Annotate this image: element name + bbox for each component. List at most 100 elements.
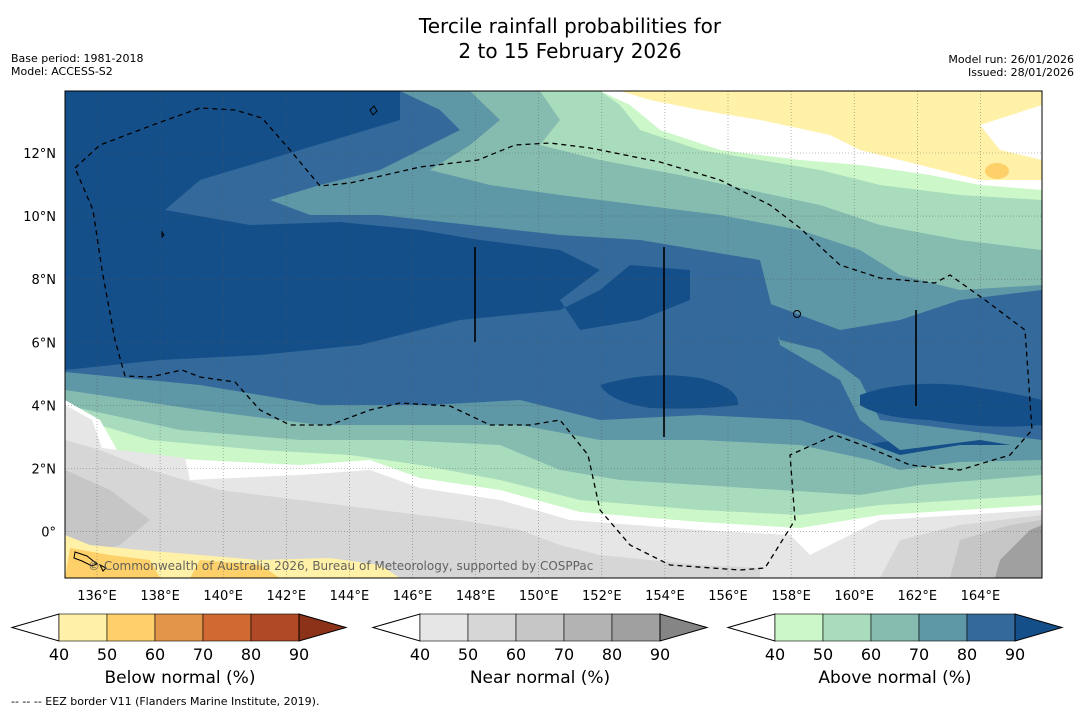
colorbar-tick: 90: [1005, 645, 1025, 664]
colorbars: 40 50 60 70 80 90 40 50 60 70 80 90 40 50 60 70 80 90: [10, 613, 1064, 664]
island-outline: [793, 310, 801, 318]
colorbar-segment: [966, 613, 1016, 642]
island-outlines: [73, 105, 801, 572]
model-name: Model: ACCESS-S2: [11, 65, 113, 78]
eez-footnote: -- -- -- EEZ border V11 (Flanders Marine…: [11, 695, 320, 708]
lon-label: 160°E: [834, 589, 874, 604]
near-normal-label: Near normal (%): [469, 668, 611, 688]
lon-label: 142°E: [267, 589, 307, 604]
colorbar-tick: 50: [97, 645, 117, 664]
field-below-50-patch: [985, 163, 1009, 179]
title-line-2: 2 to 15 February 2026: [458, 39, 682, 63]
lon-label: 136°E: [77, 589, 117, 604]
field-core-left: [65, 91, 690, 370]
colorbar-segment: [202, 613, 252, 642]
colorbar-segment: [822, 613, 872, 642]
field-near-60-west: [65, 470, 150, 560]
lon-label: 144°E: [330, 589, 370, 604]
map-title: Tercile rainfall probabilities for 2 to …: [0, 14, 1085, 64]
colorbar-tick: 90: [650, 645, 670, 664]
eez-borders: [74, 107, 1033, 571]
colorbar-high-arrow: [659, 613, 709, 642]
lat-label: 10°N: [23, 210, 56, 225]
colorbar-segment: [58, 613, 108, 642]
above-normal-colorbar: 40 50 60 70 80 90: [726, 613, 1064, 664]
lat-label: 6°N: [32, 336, 57, 351]
colorbar-low-arrow: [371, 613, 421, 642]
meta-left: Base period: 1981-2018 Model: ACCESS-S2: [11, 52, 143, 78]
near-normal-colorbar: 40 50 60 70 80 90: [371, 613, 709, 664]
issued-date: Issued: 28/01/2026: [967, 66, 1074, 79]
colorbar-segment: [774, 613, 824, 642]
island-outline: [369, 105, 378, 116]
colorbar-tick: 50: [813, 645, 833, 664]
lat-label: 8°N: [32, 273, 57, 288]
feature-marks: [474, 247, 917, 437]
title-line-1: Tercile rainfall probabilities for: [418, 14, 722, 38]
colorbar-tick: 40: [410, 645, 430, 664]
latitude-labels: 12°N 10°N 8°N 6°N 4°N 2°N 0°: [23, 147, 56, 541]
lon-label: 154°E: [645, 589, 685, 604]
colorbar-tick: 50: [458, 645, 478, 664]
colorbar-tick: 80: [241, 645, 261, 664]
above-normal-label: Above normal (%): [818, 668, 972, 688]
colorbar-segment: [154, 613, 204, 642]
eez-border: [74, 107, 1033, 571]
copyright-notice: © Commonwealth of Australia 2026, Bureau…: [88, 559, 593, 573]
longitude-labels: 136°E 138°E 140°E 142°E 144°E 146°E 148°E 150°E…: [77, 589, 1000, 604]
lat-label: 2°N: [32, 463, 57, 478]
field-neutral-northeast: [980, 105, 1042, 160]
colorbar-tick: 70: [909, 645, 929, 664]
lat-label: 4°N: [32, 399, 57, 414]
lon-label: 152°E: [582, 589, 622, 604]
lon-label: 148°E: [456, 589, 496, 604]
colorbar-segment: [918, 613, 968, 642]
below-normal-label: Below normal (%): [104, 668, 256, 688]
lon-label: 150°E: [519, 589, 559, 604]
lon-label: 158°E: [771, 589, 811, 604]
lat-label: 12°N: [23, 147, 56, 162]
below-normal-colorbar: 40 50 60 70 80 90: [10, 613, 348, 664]
colorbar-segment: [467, 613, 517, 642]
field-below-40-north: [620, 91, 1042, 180]
probability-field: [65, 91, 1042, 578]
gridlines: [65, 91, 1042, 578]
colorbar-tick: 60: [145, 645, 165, 664]
lon-label: 138°E: [140, 589, 180, 604]
island-outline: [73, 551, 107, 572]
colorbar-high-arrow: [298, 613, 348, 642]
lon-label: 162°E: [898, 589, 938, 604]
lon-label: 164°E: [961, 589, 1001, 604]
colorbar-tick: 80: [602, 645, 622, 664]
colorbar-tick: 60: [861, 645, 881, 664]
colorbar-tick: 60: [506, 645, 526, 664]
colorbar-tick: 70: [193, 645, 213, 664]
map-frame: [64, 90, 1043, 579]
colorbar-segment: [250, 613, 300, 642]
field-core-center: [600, 375, 739, 409]
colorbar-tick: 40: [765, 645, 785, 664]
field-below-50-southwest: [65, 548, 160, 578]
colorbar-high-arrow: [1014, 613, 1064, 642]
base-period: Base period: 1981-2018: [11, 52, 144, 65]
lon-label: 156°E: [708, 589, 748, 604]
colorbar-tick: 70: [554, 645, 574, 664]
lon-label: 146°E: [393, 589, 433, 604]
colorbar-segment: [611, 613, 661, 642]
model-run: Model run: 26/01/2026: [948, 53, 1074, 66]
colorbar-low-arrow: [726, 613, 776, 642]
colorbar-low-arrow: [10, 613, 60, 642]
colorbar-tick: 80: [957, 645, 977, 664]
colorbar-segment: [106, 613, 156, 642]
colorbar-tick: 90: [289, 645, 309, 664]
field-near-80-east: [995, 525, 1042, 578]
field-below-50-south: [190, 560, 280, 578]
colorbar-segment: [515, 613, 565, 642]
field-near-50: [65, 440, 760, 578]
lat-label: 0°: [41, 526, 56, 541]
colorbar-tick: 40: [49, 645, 69, 664]
island-outline: [161, 230, 165, 239]
colorbar-segment: [563, 613, 613, 642]
colorbar-segment: [870, 613, 920, 642]
